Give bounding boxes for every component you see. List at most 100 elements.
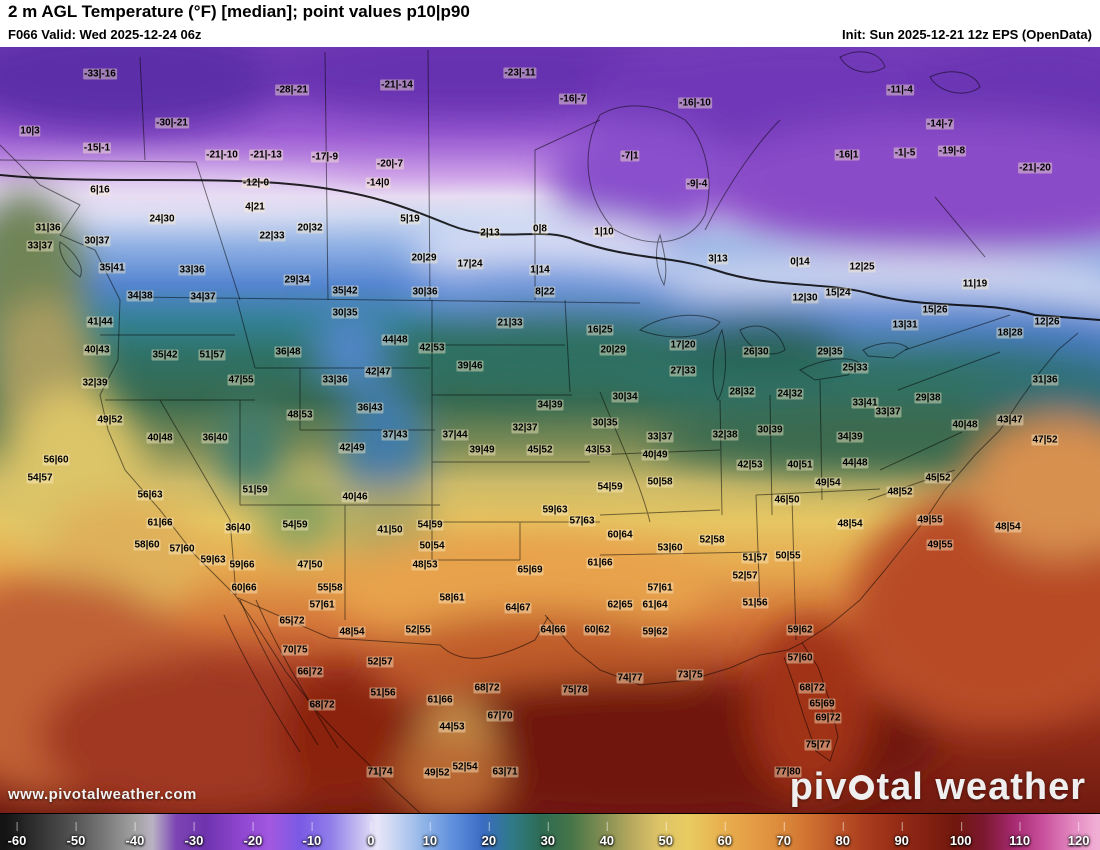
colorbar-tick-label: 10 bbox=[422, 822, 438, 848]
point-value-label: 68|72 bbox=[473, 682, 501, 694]
point-value-label: 57|60 bbox=[168, 543, 196, 555]
point-value-label: 40|43 bbox=[83, 344, 111, 356]
point-value-label: 30|39 bbox=[756, 424, 784, 436]
point-value-label: 32|39 bbox=[81, 377, 109, 389]
point-labels-layer: -33|-16 -28|-21 -21|-14 -23|-11 -16|-7 -16|-1… bbox=[0, 47, 1100, 813]
point-value-label: 35|41 bbox=[98, 262, 126, 274]
point-value-label: -9|-4 bbox=[685, 178, 709, 190]
colorbar-tick-label: 90 bbox=[894, 822, 909, 848]
point-value-label: 15|24 bbox=[824, 287, 852, 299]
point-value-label: 33|37 bbox=[26, 240, 54, 252]
colorbar-tick-label: -10 bbox=[302, 822, 322, 848]
colorbar-tick-label: -20 bbox=[243, 822, 263, 848]
point-value-label: 30|36 bbox=[411, 286, 439, 298]
point-value-label: 40|48 bbox=[951, 419, 979, 431]
point-value-label: 18|28 bbox=[996, 327, 1024, 339]
point-value-label: 65|69 bbox=[808, 698, 836, 710]
point-value-label: -12|-0 bbox=[241, 177, 271, 189]
point-value-label: 48|54 bbox=[338, 626, 366, 638]
western-state-lines bbox=[100, 299, 600, 620]
map-boundaries bbox=[0, 49, 1079, 813]
point-value-label: 64|67 bbox=[504, 602, 532, 614]
point-value-label: 1|10 bbox=[593, 226, 615, 238]
point-value-label: 67|70 bbox=[486, 710, 514, 722]
point-value-label: 41|50 bbox=[376, 524, 404, 536]
point-value-label: 60|66 bbox=[230, 582, 258, 594]
colorbar-tick-label: 20 bbox=[481, 822, 497, 848]
point-value-label: 50|54 bbox=[418, 540, 446, 552]
point-value-label: -20|-7 bbox=[375, 158, 405, 170]
point-value-label: 24|32 bbox=[776, 388, 804, 400]
point-value-label: 52|55 bbox=[404, 624, 432, 636]
point-value-label: 0|8 bbox=[532, 223, 548, 235]
point-value-label: 0|14 bbox=[789, 256, 811, 268]
point-value-label: 40|48 bbox=[146, 432, 174, 444]
point-value-label: 71|74 bbox=[366, 766, 394, 778]
point-value-label: 48|54 bbox=[994, 521, 1022, 533]
point-value-label: -16|1 bbox=[834, 149, 860, 161]
point-value-label: 33|37 bbox=[874, 406, 902, 418]
point-value-label: 34|38 bbox=[126, 290, 154, 302]
temperature-map[interactable]: -33|-16 -28|-21 -21|-14 -23|-11 -16|-7 -16|-1… bbox=[0, 47, 1100, 813]
point-value-label: 10|3 bbox=[19, 125, 41, 137]
point-value-label: 32|37 bbox=[511, 422, 539, 434]
point-value-label: -21|-10 bbox=[205, 149, 239, 161]
point-value-label: 59|63 bbox=[199, 554, 227, 566]
point-value-label: 5|19 bbox=[399, 213, 421, 225]
point-value-label: 16|25 bbox=[586, 324, 614, 336]
point-value-label: -21|-14 bbox=[380, 79, 414, 91]
map-title: 2 m AGL Temperature (°F) [median]; point… bbox=[8, 2, 470, 21]
point-value-label: 36|43 bbox=[356, 402, 384, 414]
point-value-label: 37|44 bbox=[441, 429, 469, 441]
point-value-label: 48|53 bbox=[286, 409, 314, 421]
point-value-label: -16|-10 bbox=[678, 97, 712, 109]
point-value-label: 36|40 bbox=[224, 522, 252, 534]
point-value-label: 39|46 bbox=[456, 360, 484, 372]
point-value-label: -7|1 bbox=[620, 150, 640, 162]
point-value-label: 61|66 bbox=[586, 557, 614, 569]
point-value-label: 61|66 bbox=[146, 517, 174, 529]
point-value-label: 29|34 bbox=[283, 274, 311, 286]
colorbar-tick-label: 120 bbox=[1067, 822, 1090, 848]
init-time-label: Init: Sun 2025-12-21 12z EPS (OpenData) bbox=[842, 27, 1092, 42]
colorbar-tick-label: -40 bbox=[125, 822, 145, 848]
point-value-label: 22|33 bbox=[258, 230, 286, 242]
point-value-label: 40|46 bbox=[341, 491, 369, 503]
point-value-label: 41|44 bbox=[86, 316, 114, 328]
hudson-bay-outline bbox=[587, 105, 710, 287]
point-value-label: -1|-5 bbox=[893, 147, 917, 159]
point-value-label: 12|25 bbox=[848, 261, 876, 273]
point-value-label: 49|55 bbox=[926, 539, 954, 551]
valid-time-label: F066 Valid: Wed 2025-12-24 06z bbox=[8, 27, 202, 42]
point-value-label: 69|72 bbox=[814, 712, 842, 724]
point-value-label: 54|59 bbox=[596, 481, 624, 493]
point-value-label: 60|64 bbox=[606, 529, 634, 541]
northeast-state-lines bbox=[897, 314, 1011, 391]
point-value-label: 59|62 bbox=[786, 624, 814, 636]
point-value-label: 50|55 bbox=[774, 550, 802, 562]
point-value-label: 52|57 bbox=[366, 656, 394, 668]
pacific-coastline bbox=[0, 144, 421, 813]
colorbar-tick-label: 0 bbox=[367, 822, 375, 848]
point-value-label: 8|22 bbox=[534, 286, 556, 298]
canada-province-lines bbox=[0, 49, 986, 301]
point-value-label: -14|0 bbox=[365, 177, 391, 189]
point-value-label: 52|54 bbox=[451, 761, 479, 773]
point-value-label: 56|60 bbox=[42, 454, 70, 466]
point-value-label: 30|35 bbox=[591, 417, 619, 429]
atlantic-coastline bbox=[801, 332, 1079, 644]
point-value-label: 57|60 bbox=[786, 652, 814, 664]
lake-michigan bbox=[712, 328, 726, 402]
point-value-label: 20|29 bbox=[410, 252, 438, 264]
point-value-label: 26|30 bbox=[742, 346, 770, 358]
point-value-label: 44|48 bbox=[381, 334, 409, 346]
colorbar-tick-label: -30 bbox=[184, 822, 204, 848]
point-value-label: 45|52 bbox=[924, 472, 952, 484]
point-value-label: 49|55 bbox=[916, 514, 944, 526]
point-value-label: 59|66 bbox=[228, 559, 256, 571]
islands-outline bbox=[59, 51, 981, 278]
point-value-label: -11|-4 bbox=[886, 84, 914, 96]
point-value-label: 21|33 bbox=[496, 317, 524, 329]
temperature-field-svg bbox=[0, 47, 1100, 813]
